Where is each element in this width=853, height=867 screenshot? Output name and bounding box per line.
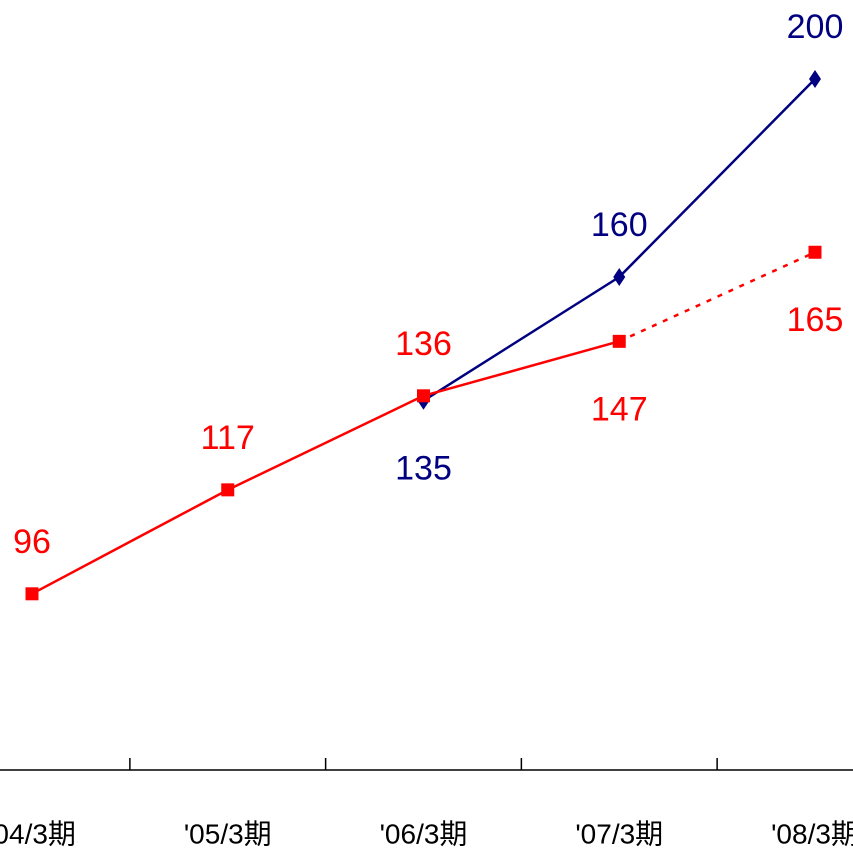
x-tick-label: '07/3期 — [575, 818, 663, 849]
line-segment — [422, 275, 620, 402]
data-label: 200 — [787, 8, 844, 46]
line-segment — [423, 340, 620, 398]
marker — [612, 334, 626, 348]
data-label: 147 — [591, 390, 648, 428]
x-tick-label: '05/3期 — [184, 818, 272, 849]
data-label: 96 — [13, 523, 51, 561]
x-tick-label: '06/3期 — [380, 818, 468, 849]
marker — [808, 245, 822, 259]
data-label: 165 — [787, 301, 844, 339]
marker — [25, 587, 39, 601]
data-label: 160 — [591, 206, 648, 244]
data-label: 117 — [201, 419, 255, 457]
line-segment — [227, 394, 425, 491]
line-segment — [618, 78, 816, 278]
line-segment — [31, 488, 229, 595]
marker — [221, 483, 235, 497]
marker — [613, 268, 626, 286]
marker — [417, 389, 430, 403]
x-tick-label: '08/3期 — [771, 818, 853, 849]
data-label: 136 — [395, 325, 452, 363]
x-tick-label: '04/3期 — [0, 818, 76, 849]
marker — [809, 70, 821, 88]
data-label: 135 — [395, 450, 452, 488]
line-segment — [618, 251, 816, 343]
